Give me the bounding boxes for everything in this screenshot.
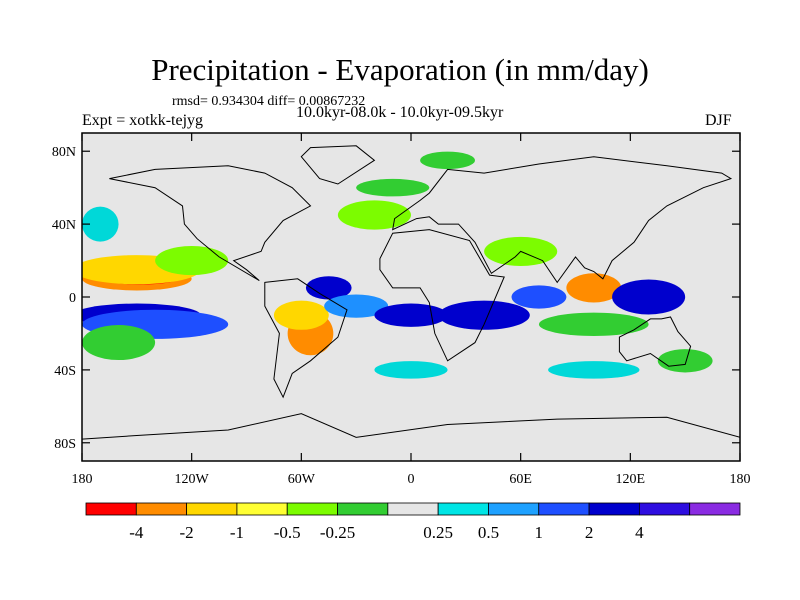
colorbar-label: -0.5 (274, 523, 301, 542)
colorbar-label: 4 (635, 523, 644, 542)
rmsd-diff-stats: rmsd= 0.934304 diff= 0.00867232 (172, 94, 366, 109)
anomaly-region (374, 361, 448, 379)
lon-tick-label: 60E (509, 472, 532, 487)
map-plot-area: 80N 40N 0 40S 80S 180 120W 60W 0 60E 120E 180 (52, 132, 751, 487)
coastline (109, 165, 312, 282)
colorbar-swatch (638, 502, 691, 516)
anomaly-region (538, 312, 649, 336)
coastline (379, 229, 505, 362)
lat-tick-label: 0 (69, 291, 76, 306)
period-label: 10.0kyr-08.0k - 10.0kyr-09.5kyr (296, 104, 504, 121)
colorbar-label: 2 (585, 523, 594, 542)
experiment-label: Expt = xotkk-tejyg (82, 112, 204, 129)
lat-tick-label: 40N (52, 218, 76, 233)
anomaly-region (305, 276, 352, 300)
coastline (82, 413, 740, 440)
colorbar-swatch (488, 502, 540, 516)
anomaly-region (324, 294, 389, 318)
anomaly-region (374, 303, 448, 327)
colorbar-label: 1 (535, 523, 544, 542)
lon-tick-label: 0 (408, 472, 415, 487)
colorbar-label: 0.25 (423, 523, 453, 542)
anomaly-region (612, 279, 686, 315)
anomaly-region (548, 361, 640, 379)
anomaly-region (273, 300, 329, 330)
colorbar-swatch (689, 502, 741, 516)
colorbar-label: 0.5 (478, 523, 499, 542)
colorbar-label: -1 (230, 523, 244, 542)
lon-tick-label: 180 (72, 472, 93, 487)
colorbar-swatch (286, 502, 338, 516)
lat-tick-label: 80S (54, 437, 76, 452)
plot-title: Precipitation - Evaporation (in mm/day) (151, 52, 649, 87)
colorbar-label: -0.25 (320, 523, 355, 542)
colorbar-swatch (85, 502, 137, 516)
coastline (618, 316, 692, 367)
anomaly-region (566, 273, 622, 303)
lon-tick-label: 120W (175, 472, 210, 487)
coastline (300, 145, 376, 185)
colorbar-swatch (186, 502, 238, 516)
colorbar-swatch (135, 502, 188, 516)
anomaly-region (82, 325, 156, 361)
anomaly-region (82, 206, 119, 242)
lat-tick-label: 40S (54, 364, 76, 379)
anomaly-region (155, 245, 229, 276)
colorbar-swatch (538, 502, 590, 516)
colorbar-swatch (437, 502, 489, 516)
anomaly-region (337, 200, 412, 230)
colorbar-swatch (387, 502, 439, 516)
season-label: DJF (705, 112, 732, 129)
lon-tick-label: 120E (616, 472, 646, 487)
coastline (264, 278, 348, 399)
anomaly-region (657, 349, 713, 373)
lon-tick-label: 180 (730, 472, 751, 487)
colorbar-swatch (236, 502, 288, 516)
anomaly-region (356, 178, 430, 197)
lat-tick-label: 80N (52, 145, 76, 160)
lon-tick-label: 60W (288, 472, 316, 487)
anomaly-region (420, 151, 475, 170)
anomaly-region (511, 285, 567, 309)
anomaly-field (82, 151, 713, 379)
colorbar-swatch (588, 502, 640, 516)
colorbar-label: -4 (129, 523, 144, 542)
colorbar-label: -2 (180, 523, 194, 542)
coastlines (82, 145, 740, 440)
coastline (392, 156, 733, 284)
colorbar: -4 -2 -1 -0.5 -0.25 0.25 0.5 1 2 4 (85, 502, 741, 542)
anomaly-region (438, 300, 530, 330)
colorbar-swatch (337, 502, 389, 516)
